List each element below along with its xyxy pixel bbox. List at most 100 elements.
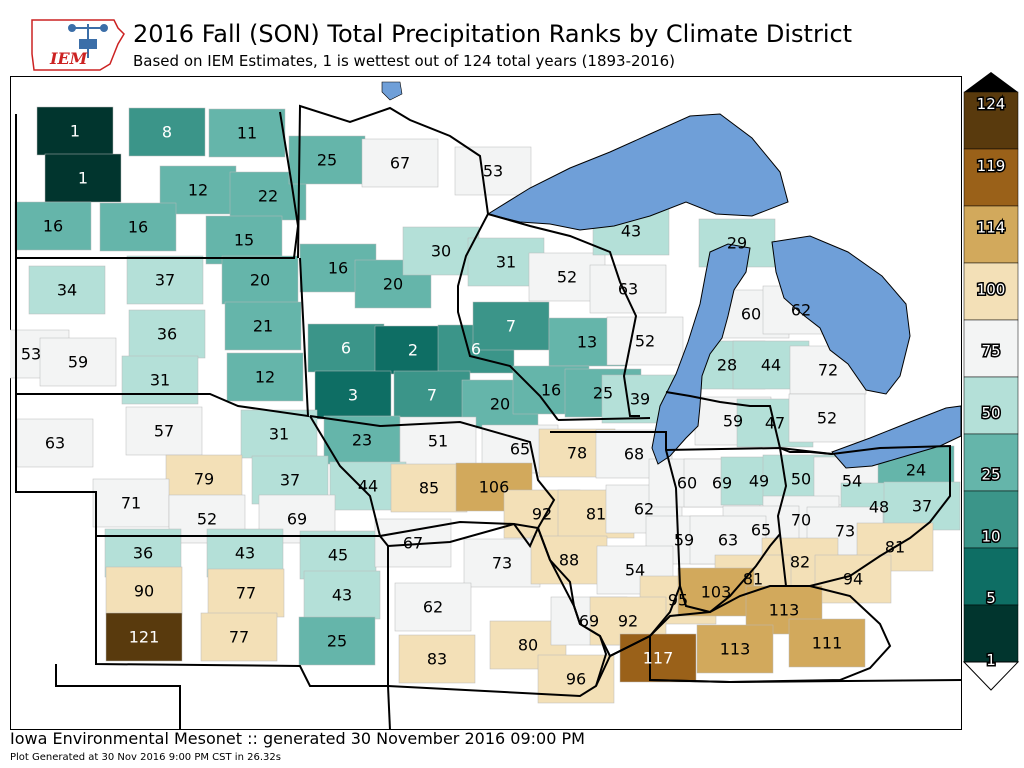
- district-rank-label: 30: [431, 242, 451, 261]
- district-rank-label: 95: [668, 591, 688, 610]
- district-rank-label: 16: [328, 259, 348, 278]
- iem-logo: IEM: [31, 19, 125, 71]
- district-rank-label: 11: [237, 124, 257, 143]
- district-rank-label: 52: [557, 268, 577, 287]
- colorbar-tick-label: 114: [977, 219, 1006, 237]
- district-rank-label: 60: [741, 305, 761, 324]
- district-rank-label: 77: [229, 628, 249, 647]
- footer-credit: Iowa Environmental Mesonet :: generated …: [10, 729, 585, 748]
- district-fill: [307, 323, 385, 373]
- district-rank-label: 37: [912, 497, 932, 516]
- district-rank-label: 1: [70, 122, 80, 141]
- district-rank-label: 6: [471, 340, 481, 359]
- district-fill: [128, 107, 206, 157]
- district-rank-label: 1: [78, 169, 88, 188]
- colorbar-tick-label: 100: [977, 280, 1006, 298]
- district-fill: [788, 618, 866, 668]
- district-rank-label: 21: [253, 317, 273, 336]
- district-fill: [696, 624, 774, 674]
- logo-text: IEM: [49, 49, 89, 68]
- district-rank-label: 12: [255, 368, 275, 387]
- colorbar-tick-label: 119: [977, 157, 1006, 175]
- district-fill: [224, 301, 302, 351]
- map-title: 2016 Fall (SON) Total Precipitation Rank…: [133, 20, 853, 48]
- district-rank-label: 63: [618, 280, 638, 299]
- district-rank-label: 15: [234, 231, 254, 250]
- district-rank-label: 67: [390, 154, 410, 173]
- colorbar-segment: [963, 319, 1019, 378]
- colorbar-segments: [963, 91, 1019, 663]
- weather-station-icon: [68, 24, 108, 58]
- district-rank-label: 34: [57, 281, 77, 300]
- district-rank-label: 39: [630, 390, 650, 409]
- district-fill: [393, 370, 471, 420]
- colorbar-tick-label: 124: [977, 95, 1006, 113]
- district-rank-label: 68: [624, 445, 644, 464]
- district-rank-label: 77: [236, 584, 256, 603]
- district-rank-label: 113: [720, 640, 751, 659]
- district-rank-label: 80: [518, 636, 538, 655]
- district-rank-label: 57: [154, 422, 174, 441]
- district-fill: [226, 352, 304, 402]
- district-rank-label: 12: [188, 181, 208, 200]
- district-rank-label: 43: [235, 544, 255, 563]
- district-rank-label: 20: [383, 275, 403, 294]
- district-fill: [288, 135, 366, 185]
- colorbar-segment: [963, 205, 1019, 264]
- lakes: [381, 81, 962, 469]
- district-rank-label: 16: [43, 217, 63, 236]
- district-rank-label: 20: [490, 395, 510, 414]
- district-rank-label: 49: [749, 472, 769, 491]
- district-fill: [207, 568, 285, 618]
- district-fill: [105, 566, 183, 616]
- lake-superior: [486, 113, 789, 231]
- district-rank-label: 78: [567, 444, 587, 463]
- district-rank-label: 81: [743, 570, 763, 589]
- district-rank-label: 85: [419, 479, 439, 498]
- district-fill: [589, 264, 667, 314]
- district-fill: [814, 554, 892, 604]
- district-rank-label: 90: [134, 582, 154, 601]
- district-fill: [128, 309, 206, 359]
- district-fill: [619, 633, 697, 683]
- district-rank-label: 94: [843, 570, 863, 589]
- district-rank-label: 13: [577, 333, 597, 352]
- district-rank-label: 62: [423, 598, 443, 617]
- district-fill: [303, 570, 381, 620]
- colorbar-segment: [963, 148, 1019, 207]
- colorbar-tick-label: 10: [981, 527, 1000, 545]
- district-rank-label: 43: [621, 222, 641, 241]
- district-rank-label: 36: [133, 544, 153, 563]
- district-fill: [314, 370, 392, 420]
- district-rank-label: 67: [403, 534, 423, 553]
- district-rank-label: 63: [45, 434, 65, 453]
- district-fill: [44, 153, 122, 203]
- district-rank-label: 81: [586, 505, 606, 524]
- district-rank-label: 53: [21, 345, 41, 364]
- district-rank-label: 37: [280, 471, 300, 490]
- district-rank-label: 43: [332, 586, 352, 605]
- colorbar: 124 119 114 100 75 50 25 10 5 1: [962, 72, 1020, 691]
- district-rank-label: 96: [566, 670, 586, 689]
- district-rank-label: 82: [790, 553, 810, 572]
- district-rank-label: 59: [723, 412, 743, 431]
- state-borders: [15, 104, 962, 730]
- district-rank-label: 73: [835, 522, 855, 541]
- district-fill: [240, 409, 318, 459]
- district-rank-label: 51: [428, 432, 448, 451]
- district-fill: [36, 106, 114, 156]
- district-rank-label: 7: [427, 386, 437, 405]
- district-rank-label: 54: [625, 561, 645, 580]
- district-fill: [28, 265, 106, 315]
- colorbar-arrow-top: [964, 72, 1018, 92]
- district-rank-label: 47: [765, 414, 785, 433]
- lake-winnipeg-fragment: [381, 81, 403, 101]
- district-rank-label: 25: [317, 151, 337, 170]
- district-rank-label: 62: [791, 301, 811, 320]
- district-fill: [121, 355, 199, 405]
- district-rank-label: 20: [250, 271, 270, 290]
- district-fill: [16, 418, 94, 468]
- district-rank-label: 31: [269, 425, 289, 444]
